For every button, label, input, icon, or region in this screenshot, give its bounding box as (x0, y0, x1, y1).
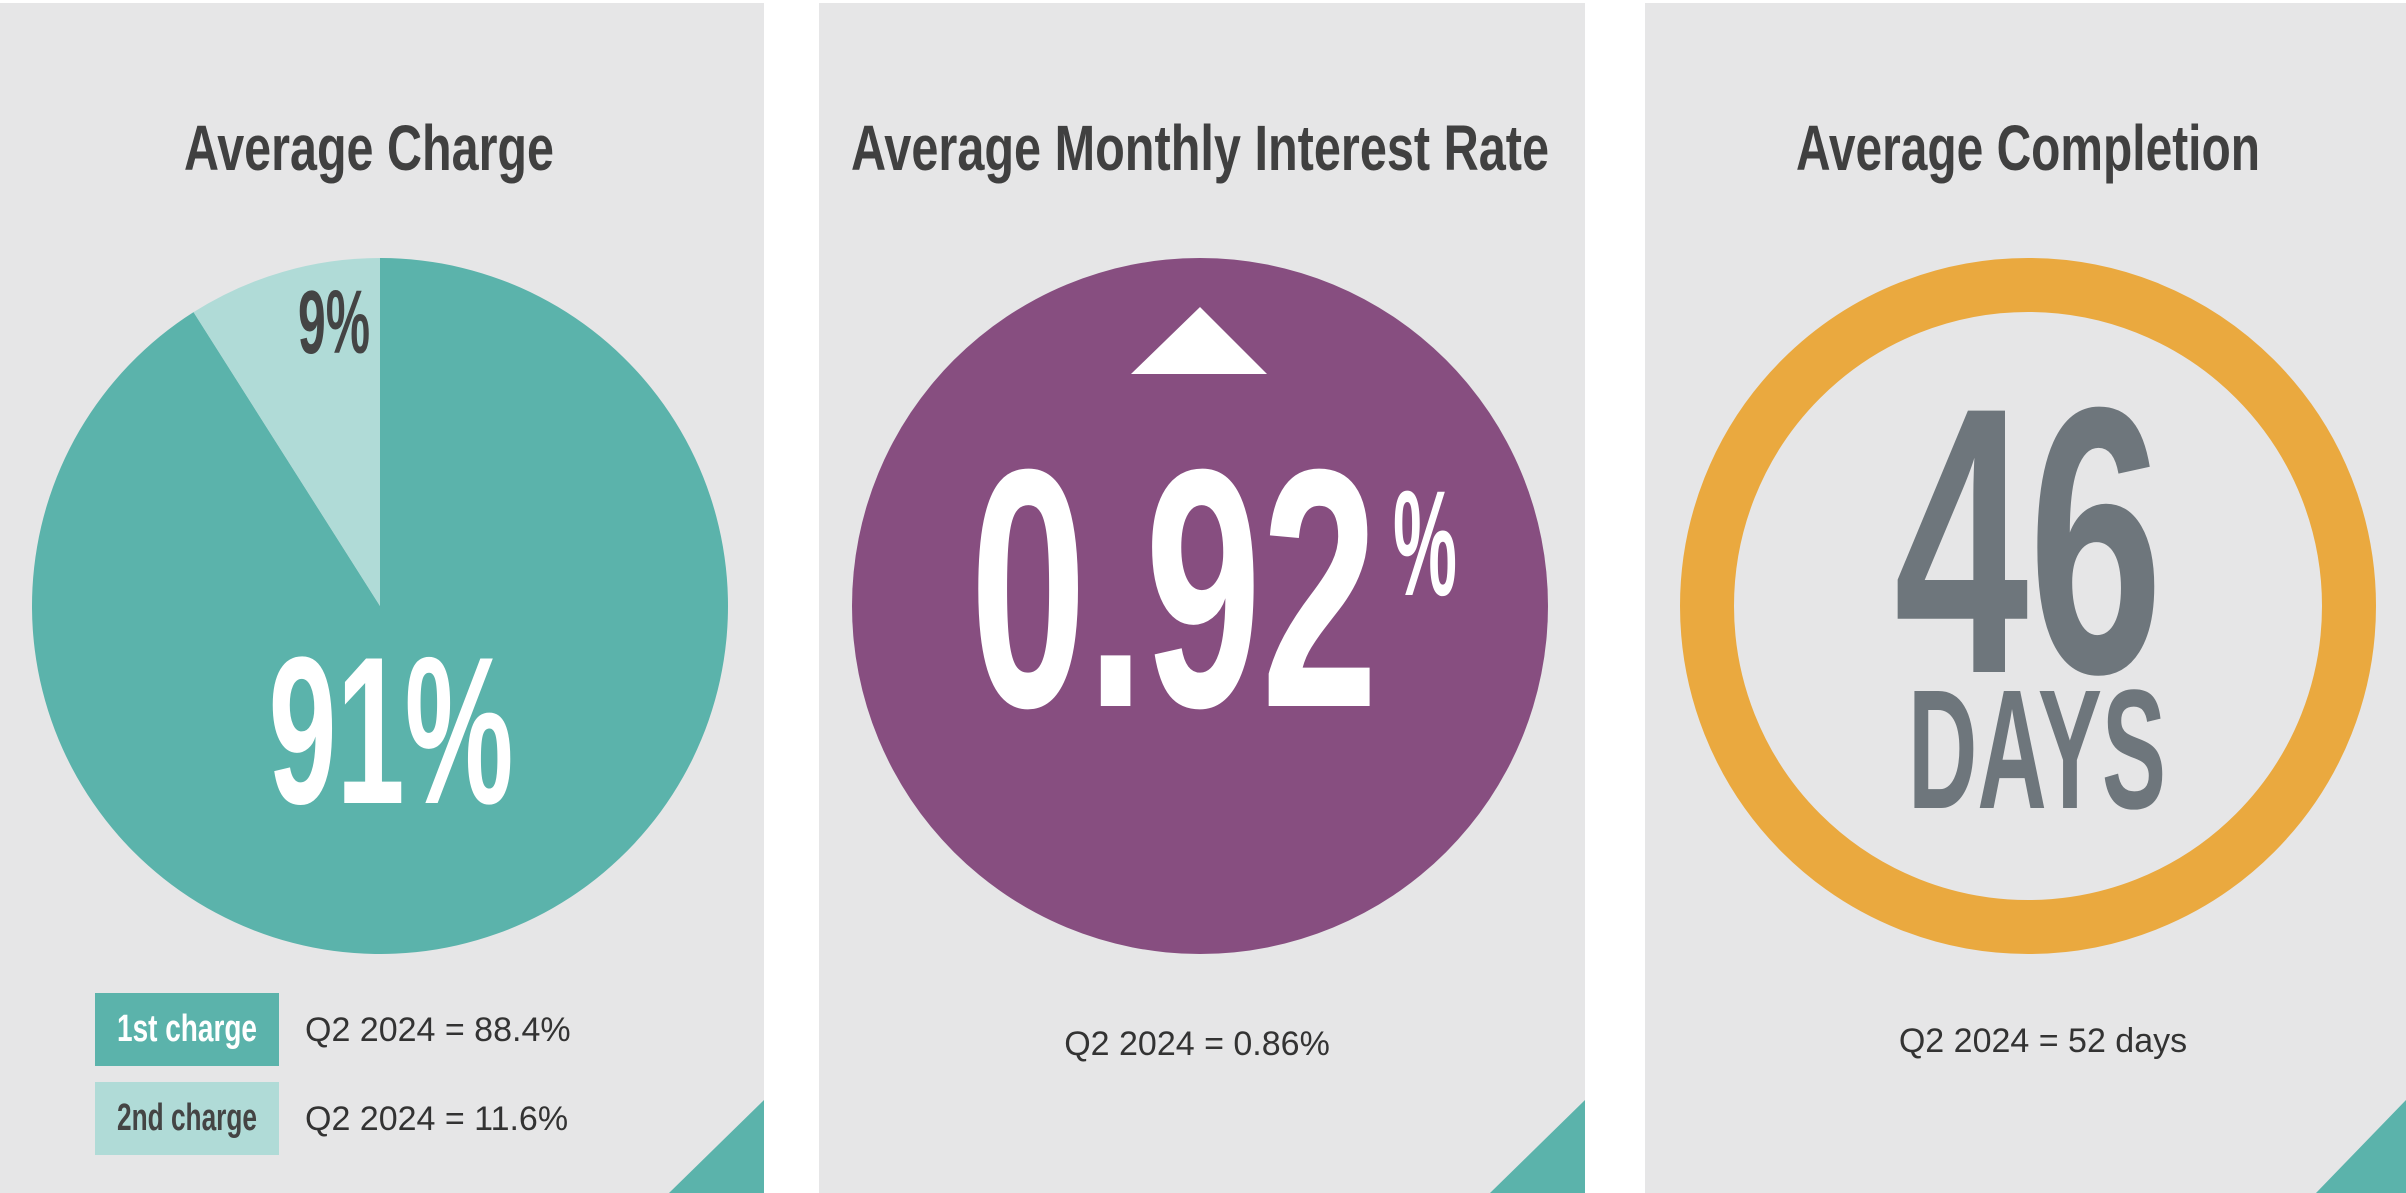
kpi-unit: % (1393, 459, 1457, 627)
value-label: 9% (298, 273, 370, 373)
value-circle (852, 258, 1548, 954)
card (1645, 3, 2406, 1193)
chart-title: Average Charge (184, 112, 554, 184)
note: Q2 2024 = 11.6% (305, 1100, 568, 1138)
legend-swatch (95, 1082, 279, 1155)
legend-swatch (95, 993, 279, 1066)
corner (2316, 1100, 2406, 1193)
pie-slice (31, 258, 728, 954)
value-ring (1680, 258, 2376, 954)
note: Q2 2024 = 0.86% (1064, 1025, 1330, 1063)
note: Q2 2024 = 52 days (1899, 1022, 2187, 1060)
legend-label: 2nd charge (117, 1097, 257, 1139)
pie: 91% 9% (31, 258, 728, 954)
kpi-value: 46 (1894, 328, 2163, 753)
kpi-unit: DAYS (1908, 655, 2166, 845)
pie-slice (193, 258, 380, 606)
up-arrow (1131, 307, 1267, 374)
corner (1490, 1100, 1585, 1193)
card-title: Average Completion (1796, 112, 2260, 184)
note: Q2 2024 = 88.4% (305, 1011, 571, 1049)
card-title: Average Monthly Interest Rate (851, 112, 1549, 184)
value-label: 91% (269, 613, 514, 848)
legend-label: 1st charge (117, 1008, 257, 1050)
corner (669, 1100, 764, 1193)
kpi-value: 0.92 (970, 399, 1378, 779)
